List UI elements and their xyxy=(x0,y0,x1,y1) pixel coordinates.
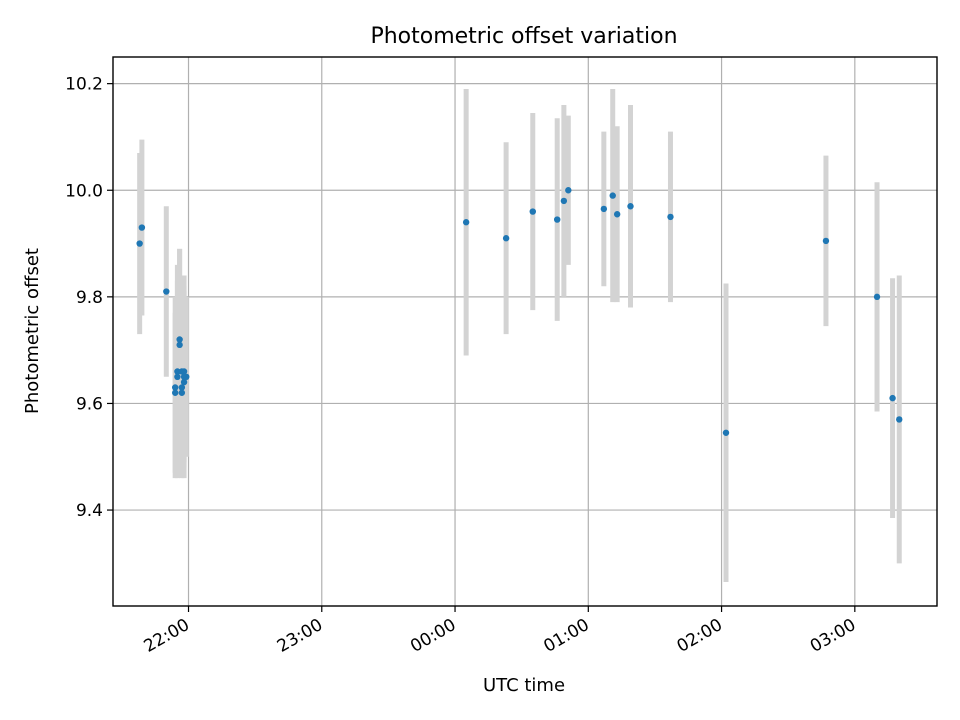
data-point xyxy=(722,429,730,436)
x-axis-label: UTC time xyxy=(483,675,565,696)
data-point xyxy=(873,293,881,301)
y-tick-label: 9.8 xyxy=(76,288,103,308)
data-point xyxy=(627,203,634,210)
plot-frame xyxy=(112,56,938,607)
data-point xyxy=(667,213,674,221)
y-axis-ticks: 9.4 9.6 9.8 10.0 10.2 xyxy=(65,75,113,521)
y-axis-label: Photometric offset xyxy=(22,248,43,414)
data-point xyxy=(138,224,146,231)
data-point xyxy=(183,373,190,381)
data-point xyxy=(502,235,510,242)
data-point xyxy=(565,187,572,194)
data-point xyxy=(171,389,179,396)
data-point xyxy=(600,205,608,213)
data-point xyxy=(174,373,181,381)
data-point xyxy=(529,208,536,215)
data-point xyxy=(174,368,181,375)
data-point xyxy=(178,389,186,396)
data-points xyxy=(136,187,903,436)
data-point xyxy=(136,240,143,247)
y-tick-label: 9.4 xyxy=(76,501,103,521)
data-point xyxy=(889,394,896,402)
data-point xyxy=(176,336,183,343)
data-point xyxy=(180,378,188,386)
data-point xyxy=(554,216,561,223)
chart-title: Photometric offset variation xyxy=(370,24,677,49)
data-point xyxy=(462,219,470,226)
data-point xyxy=(178,384,186,391)
y-tick-label: 10.0 xyxy=(65,181,103,201)
data-point xyxy=(822,237,830,245)
grid-lines xyxy=(113,57,937,606)
data-point xyxy=(171,384,179,391)
data-point xyxy=(163,288,170,295)
y-tick-label: 10.2 xyxy=(65,75,103,95)
data-point xyxy=(180,368,188,375)
data-point xyxy=(176,341,183,349)
data-point xyxy=(560,197,568,205)
data-point xyxy=(613,211,621,218)
data-point xyxy=(896,416,903,423)
data-point xyxy=(609,192,616,199)
y-tick-label: 9.6 xyxy=(76,394,103,414)
